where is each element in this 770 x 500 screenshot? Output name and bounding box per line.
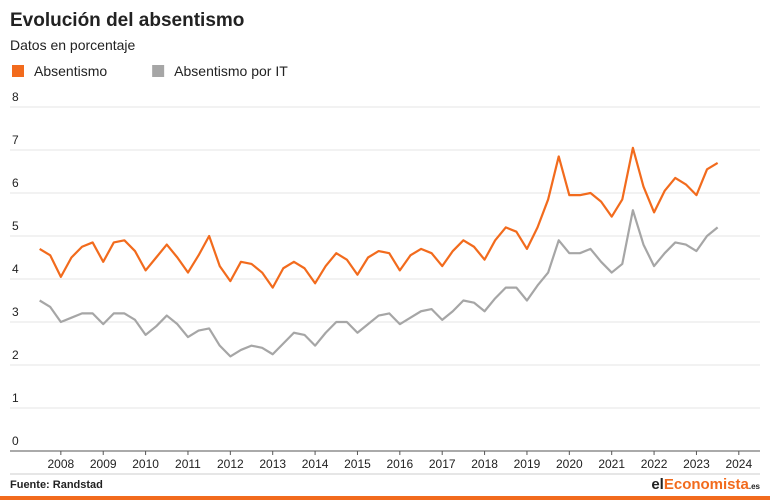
y-tick-label: 0 bbox=[12, 434, 19, 448]
y-tick-label: 3 bbox=[12, 305, 19, 319]
x-tick-label: 2017 bbox=[429, 457, 456, 471]
x-tick-label: 2008 bbox=[47, 457, 74, 471]
y-tick-label: 1 bbox=[12, 391, 19, 405]
y-tick-label: 8 bbox=[12, 90, 19, 104]
legend-label: Absentismo bbox=[34, 63, 107, 79]
logo: elEconomista.es bbox=[651, 476, 760, 493]
y-tick-label: 7 bbox=[12, 133, 19, 147]
logo-part: Economista bbox=[664, 476, 750, 493]
x-tick-label: 2016 bbox=[386, 457, 413, 471]
chart-title: Evolución del absentismo bbox=[10, 10, 244, 31]
x-tick-label: 2021 bbox=[598, 457, 625, 471]
source: Fuente: Randstad bbox=[10, 479, 103, 491]
chart-subtitle: Datos en porcentaje bbox=[10, 37, 136, 53]
y-tick-label: 5 bbox=[12, 219, 19, 233]
x-tick-label: 2013 bbox=[259, 457, 286, 471]
footer-bar bbox=[0, 496, 770, 500]
y-tick-label: 4 bbox=[12, 262, 19, 276]
y-tick-label: 2 bbox=[12, 348, 19, 362]
x-tick-label: 2011 bbox=[175, 457, 201, 471]
series-line bbox=[39, 146, 719, 289]
x-tick-label: 2022 bbox=[641, 457, 668, 471]
legend-label: Absentismo por IT bbox=[174, 63, 288, 79]
x-tick-label: 2020 bbox=[556, 457, 583, 471]
x-tick-label: 2012 bbox=[217, 457, 244, 471]
series-line bbox=[39, 209, 719, 358]
x-tick-label: 2015 bbox=[344, 457, 371, 471]
x-tick-label: 2024 bbox=[725, 457, 752, 471]
y-tick-label: 6 bbox=[12, 176, 19, 190]
logo-part: el bbox=[651, 476, 664, 493]
x-tick-label: 2009 bbox=[90, 457, 117, 471]
x-tick-label: 2023 bbox=[683, 457, 710, 471]
legend-swatch bbox=[12, 65, 24, 77]
legend-swatch bbox=[152, 65, 165, 77]
logo-part: .es bbox=[749, 482, 761, 491]
x-tick-label: 2018 bbox=[471, 457, 498, 471]
x-tick-label: 2014 bbox=[302, 457, 329, 471]
x-tick-label: 2019 bbox=[514, 457, 541, 471]
x-tick-label: 2010 bbox=[132, 457, 159, 471]
